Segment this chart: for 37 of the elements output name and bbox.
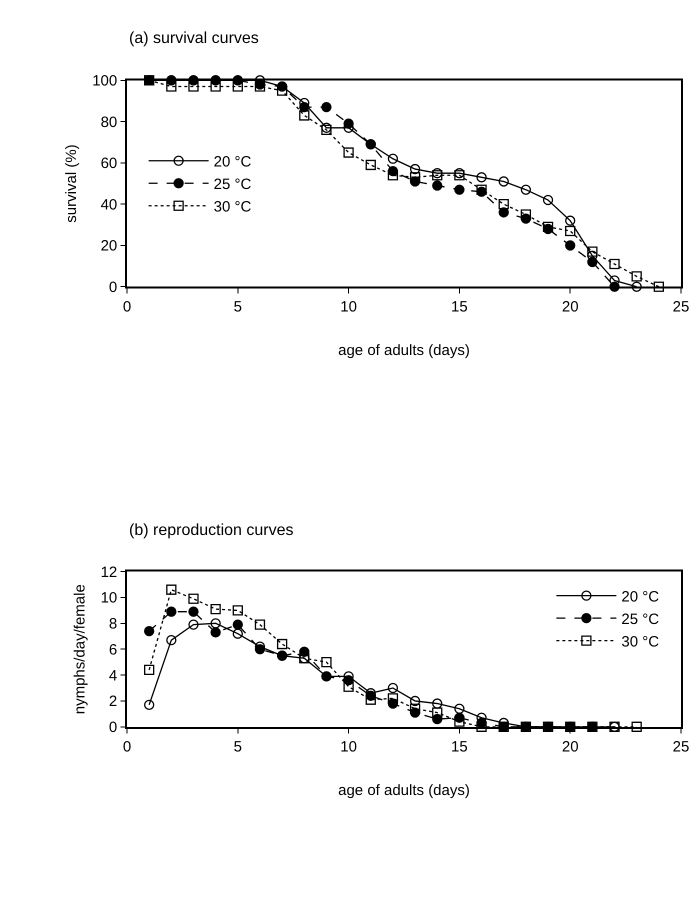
y-tick-label: 40 bbox=[100, 196, 118, 214]
x-tick-label: 25 bbox=[672, 298, 690, 316]
chart-title: (b) reproduction curves bbox=[129, 522, 294, 539]
x-axis-title: age of adults (days) bbox=[338, 342, 470, 359]
legend-label: 30 °C bbox=[621, 633, 660, 650]
x-tick-label: 25 bbox=[672, 738, 690, 756]
x-tick-label: 20 bbox=[562, 738, 579, 756]
x-tick-label: 10 bbox=[340, 298, 357, 316]
y-tick-label: 4 bbox=[108, 667, 118, 684]
y-tick-label: 2 bbox=[108, 693, 118, 710]
y-tick-label: 100 bbox=[92, 72, 118, 90]
legend-label: 30 °C bbox=[214, 198, 252, 216]
y-tick-label: 0 bbox=[108, 719, 118, 736]
y-tick-label: 80 bbox=[100, 114, 118, 131]
x-tick-label: 0 bbox=[122, 738, 132, 756]
y-tick-label: 0 bbox=[108, 278, 118, 296]
y-tick-label: 8 bbox=[108, 616, 118, 633]
x-tick-label: 5 bbox=[234, 298, 242, 316]
legend-label: 25 °C bbox=[214, 176, 252, 194]
x-tick-label: 15 bbox=[451, 738, 468, 756]
x-tick-label: 10 bbox=[340, 738, 357, 756]
y-tick-label: 60 bbox=[100, 155, 118, 172]
y-tick-label: 6 bbox=[108, 641, 118, 658]
chart-title: (a) survival curves bbox=[129, 30, 259, 47]
y-axis-title: nymphs/day/female bbox=[71, 584, 88, 714]
x-tick-label: 5 bbox=[234, 738, 242, 756]
legend-label: 20 °C bbox=[214, 154, 252, 171]
legend-label: 25 °C bbox=[621, 610, 660, 628]
y-tick-label: 12 bbox=[100, 564, 118, 581]
y-tick-label: 20 bbox=[100, 238, 118, 255]
legend-label: 20 °C bbox=[621, 588, 660, 606]
x-tick-label: 0 bbox=[122, 298, 132, 316]
x-axis-title: age of adults (days) bbox=[338, 782, 470, 800]
x-tick-label: 20 bbox=[562, 298, 579, 316]
y-axis-title: survival (%) bbox=[62, 144, 80, 223]
x-tick-label: 15 bbox=[451, 298, 468, 316]
y-tick-label: 10 bbox=[100, 590, 118, 607]
